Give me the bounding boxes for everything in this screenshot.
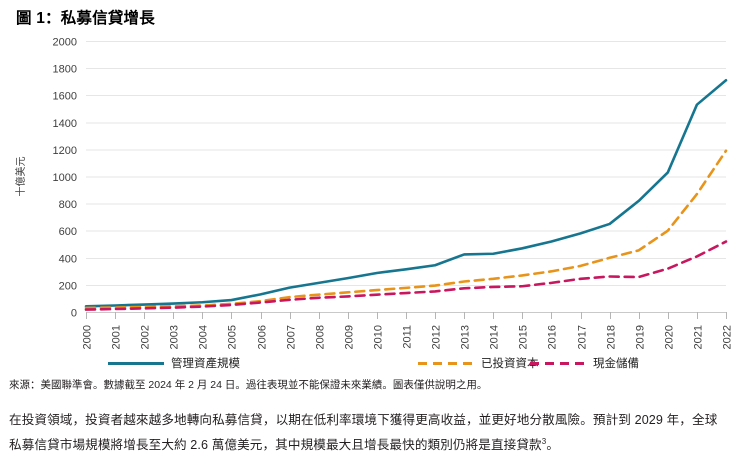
chart-legend: 管理資產規模 已投資資本 現金儲備 (0, 352, 732, 374)
x-tick-label: 2017 (577, 325, 589, 349)
x-tick-label: 2008 (315, 325, 327, 349)
x-tick-label: 2010 (373, 325, 385, 349)
x-tick-label: 2019 (635, 325, 647, 349)
x-tick-label: 2001 (111, 325, 123, 349)
legend-item[interactable]: 現金儲備 (530, 355, 639, 371)
x-tick-label: 2020 (664, 325, 676, 349)
legend-label: 管理資產規模 (171, 358, 240, 370)
x-axis-tick-labels: 2000 2001 2002 2003 2004 2005 2006 2007 2008 2009… (82, 325, 732, 349)
legend-item[interactable]: 管理資產規模 (108, 355, 240, 371)
x-tick-label: 2021 (693, 325, 705, 349)
page-title: 圖 1：私募信貸增長 (16, 10, 155, 27)
y-tick-label: 1600 (53, 91, 77, 103)
x-axis-tickmarks (86, 312, 727, 319)
y-axis-title: 十億美元 (14, 157, 27, 197)
x-tick-label: 2003 (169, 325, 181, 349)
source-note: 來源：美國聯準會。數據截至 2024 年 2 月 24 日。過往表現並不能保證未… (9, 379, 488, 391)
legend-color-swatch (418, 361, 474, 365)
x-tick-label: 2018 (606, 325, 618, 349)
y-tick-label: 1400 (53, 118, 77, 130)
x-tick-label: 2007 (286, 325, 298, 349)
x-tick-label: 2005 (227, 325, 239, 349)
y-tick-label: 1800 (53, 64, 77, 76)
y-tick-label: 1200 (53, 145, 77, 157)
x-tick-label: 2013 (460, 325, 472, 349)
body-paragraph: 在投資領域，投資者越來越多地轉向私募信貸，以期在低利率環境下獲得更高收益，並更好… (9, 408, 727, 457)
y-axis-tick-labels: 0 200 400 600 800 1000 1200 1400 1600 1800 2000 (53, 37, 77, 320)
legend-item[interactable]: 已投資資本 (418, 355, 539, 371)
legend-label: 已投資資本 (481, 358, 539, 370)
y-tick-label: 200 (59, 280, 77, 292)
x-tick-label: 2004 (198, 325, 210, 349)
y-tick-label: 600 (59, 226, 77, 238)
x-tick-label: 2002 (140, 325, 152, 349)
series-line-1 (84, 78, 728, 308)
y-tick-label: 2000 (53, 37, 77, 49)
chart-figure: 0 200 400 600 800 1000 1200 1400 1600 1800 2000 20… (0, 30, 732, 375)
legend-color-swatch (530, 361, 586, 365)
x-tick-label: 2011 (402, 325, 414, 349)
private-credit-growth-line-chart: 0 200 400 600 800 1000 1200 1400 1600 1800 2000 20… (14, 37, 732, 350)
x-tick-label: 2000 (82, 325, 94, 349)
body-paragraph-terminator: 。 (546, 437, 560, 452)
body-paragraph-footnote-marker: 3 (541, 436, 547, 446)
series-line-3 (84, 240, 728, 311)
x-tick-label: 2014 (489, 325, 501, 349)
y-tick-label: 400 (59, 253, 77, 265)
legend-color-swatch (108, 361, 164, 365)
x-tick-label: 2022 (722, 325, 732, 349)
body-paragraph-text: 在投資領域，投資者越來越多地轉向私募信貸，以期在低利率環境下獲得更高收益，並更好… (9, 413, 718, 452)
series-line-2 (84, 149, 728, 310)
x-tick-label: 2012 (431, 325, 443, 349)
y-tick-label: 0 (71, 308, 77, 320)
x-tick-label: 2015 (518, 325, 530, 349)
y-tick-label: 1000 (53, 172, 77, 184)
y-tick-label: 800 (59, 199, 77, 211)
gridlines (86, 41, 726, 313)
x-tick-label: 2009 (344, 325, 356, 349)
series-lines (84, 78, 728, 311)
x-tick-label: 2006 (257, 325, 269, 349)
x-tick-label: 2016 (547, 325, 559, 349)
legend-label: 現金儲備 (593, 358, 639, 370)
